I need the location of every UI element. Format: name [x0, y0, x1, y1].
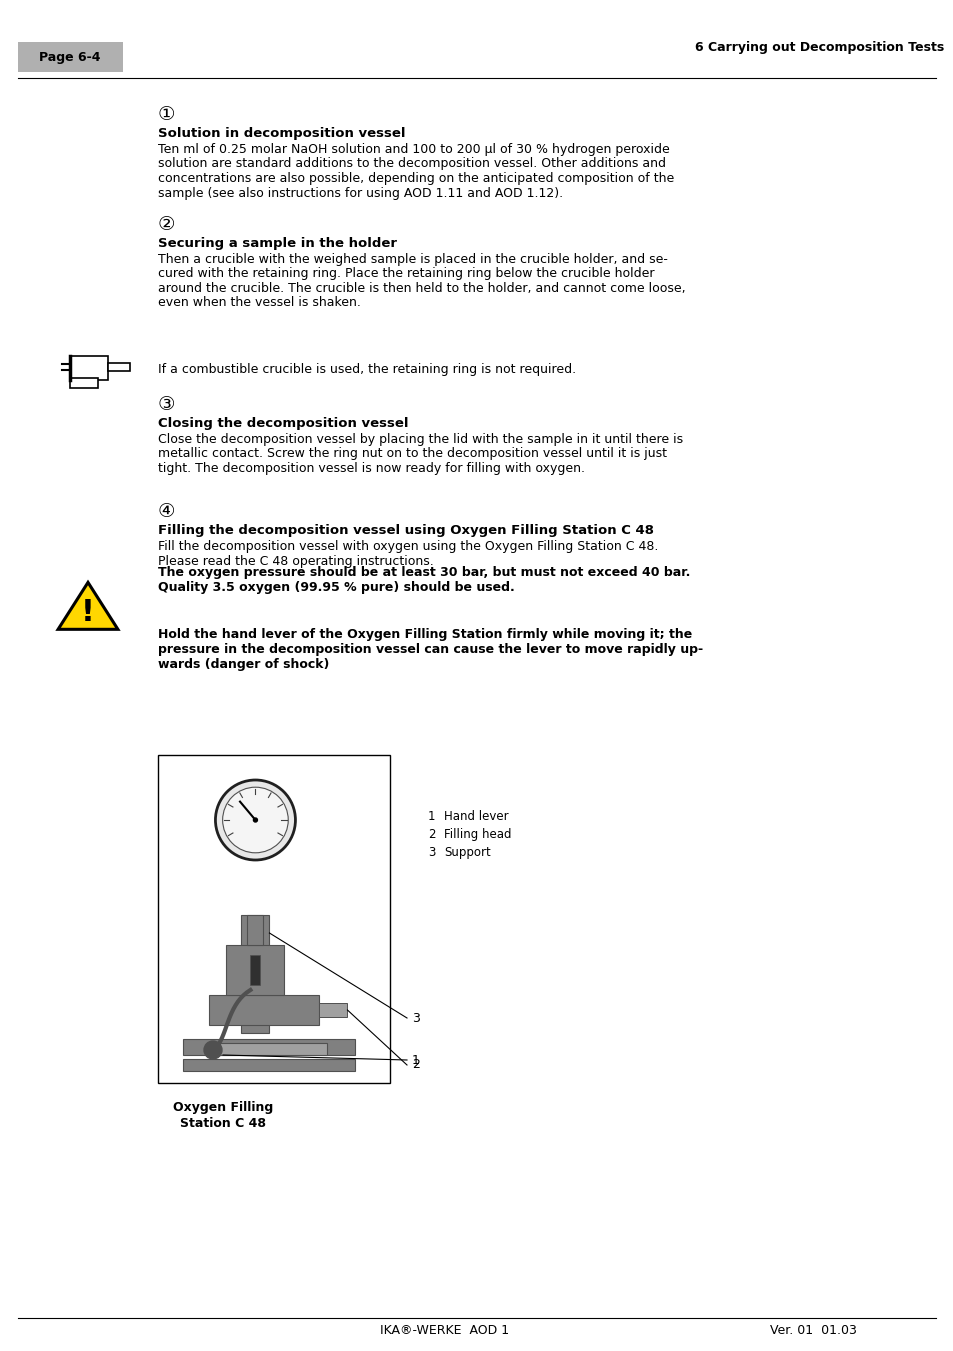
Text: Page 6-4: Page 6-4: [39, 50, 101, 63]
Bar: [158, 755, 390, 1084]
Text: even when the vessel is shaken.: even when the vessel is shaken.: [158, 296, 360, 309]
Text: around the crucible. The crucible is then held to the holder, and cannot come lo: around the crucible. The crucible is the…: [158, 282, 685, 295]
Text: Hand lever: Hand lever: [443, 811, 508, 823]
Bar: [241, 915, 269, 1034]
Text: Then a crucible with the weighed sample is placed in the crucible holder, and se: Then a crucible with the weighed sample …: [158, 253, 667, 266]
Bar: [108, 363, 130, 372]
Text: pressure in the decomposition vessel can cause the lever to move rapidly up-: pressure in the decomposition vessel can…: [158, 643, 702, 657]
Text: The oxygen pressure should be at least 30 bar, but must not exceed 40 bar.: The oxygen pressure should be at least 3…: [158, 566, 690, 580]
Polygon shape: [58, 582, 118, 630]
Bar: [70, 378, 98, 388]
Text: metallic contact. Screw the ring nut on to the decomposition vessel until it is : metallic contact. Screw the ring nut on …: [158, 447, 666, 461]
Bar: [226, 944, 284, 994]
Text: If a combustible crucible is used, the retaining ring is not required.: If a combustible crucible is used, the r…: [158, 363, 576, 376]
Circle shape: [215, 780, 295, 861]
Bar: [319, 1002, 347, 1017]
Bar: [70, 357, 108, 380]
Text: Close the decomposition vessel by placing the lid with the sample in it until th: Close the decomposition vessel by placin…: [158, 434, 682, 446]
Text: Hold the hand lever of the Oxygen Filling Station firmly while moving it; the: Hold the hand lever of the Oxygen Fillin…: [158, 628, 692, 640]
Text: ③: ③: [158, 394, 175, 413]
Bar: [247, 915, 263, 944]
Text: wards (danger of shock): wards (danger of shock): [158, 658, 329, 671]
Text: Filling head: Filling head: [443, 828, 511, 842]
Text: IKA®-WERKE  AOD 1: IKA®-WERKE AOD 1: [379, 1324, 509, 1336]
Bar: [251, 955, 260, 985]
Text: 1: 1: [412, 1054, 419, 1066]
Text: Solution in decomposition vessel: Solution in decomposition vessel: [158, 127, 405, 141]
Text: 1: 1: [428, 811, 435, 823]
Text: Ver. 01  01.03: Ver. 01 01.03: [769, 1324, 856, 1336]
Text: Filling the decomposition vessel using Oxygen Filling Station C 48: Filling the decomposition vessel using O…: [158, 524, 654, 536]
Circle shape: [222, 788, 288, 852]
Text: ①: ①: [158, 105, 175, 124]
Text: Securing a sample in the holder: Securing a sample in the holder: [158, 236, 396, 250]
Text: !: !: [81, 597, 95, 627]
Bar: [183, 1059, 355, 1071]
Text: Fill the decomposition vessel with oxygen using the Oxygen Filling Station C 48.: Fill the decomposition vessel with oxyge…: [158, 540, 658, 553]
Text: Support: Support: [443, 846, 490, 859]
Text: Oxygen Filling: Oxygen Filling: [172, 1101, 273, 1115]
Text: Closing the decomposition vessel: Closing the decomposition vessel: [158, 417, 408, 430]
Text: ④: ④: [158, 503, 175, 521]
Text: 3: 3: [412, 1012, 419, 1024]
Text: Please read the C 48 operating instructions.: Please read the C 48 operating instructi…: [158, 554, 434, 567]
Text: 6 Carrying out Decomposition Tests: 6 Carrying out Decomposition Tests: [695, 41, 943, 54]
Text: 3: 3: [428, 846, 435, 859]
Text: concentrations are also possible, depending on the anticipated composition of th: concentrations are also possible, depend…: [158, 172, 674, 185]
Circle shape: [253, 817, 257, 821]
Text: Station C 48: Station C 48: [180, 1117, 266, 1129]
Text: solution are standard additions to the decomposition vessel. Other additions and: solution are standard additions to the d…: [158, 158, 665, 170]
Text: Ten ml of 0.25 molar NaOH solution and 100 to 200 µl of 30 % hydrogen peroxide: Ten ml of 0.25 molar NaOH solution and 1…: [158, 143, 669, 155]
Bar: [210, 994, 319, 1025]
Bar: [18, 42, 123, 72]
Text: ②: ②: [158, 215, 175, 234]
Circle shape: [204, 1042, 222, 1059]
Text: 2: 2: [412, 1058, 419, 1071]
Text: sample (see also instructions for using AOD 1.11 and AOD 1.12).: sample (see also instructions for using …: [158, 186, 562, 200]
Text: Quality 3.5 oxygen (99.95 % pure) should be used.: Quality 3.5 oxygen (99.95 % pure) should…: [158, 581, 515, 594]
Bar: [183, 1039, 355, 1055]
Bar: [211, 1043, 327, 1055]
Text: tight. The decomposition vessel is now ready for filling with oxygen.: tight. The decomposition vessel is now r…: [158, 462, 584, 476]
Text: cured with the retaining ring. Place the retaining ring below the crucible holde: cured with the retaining ring. Place the…: [158, 267, 654, 281]
Text: 2: 2: [428, 828, 435, 842]
